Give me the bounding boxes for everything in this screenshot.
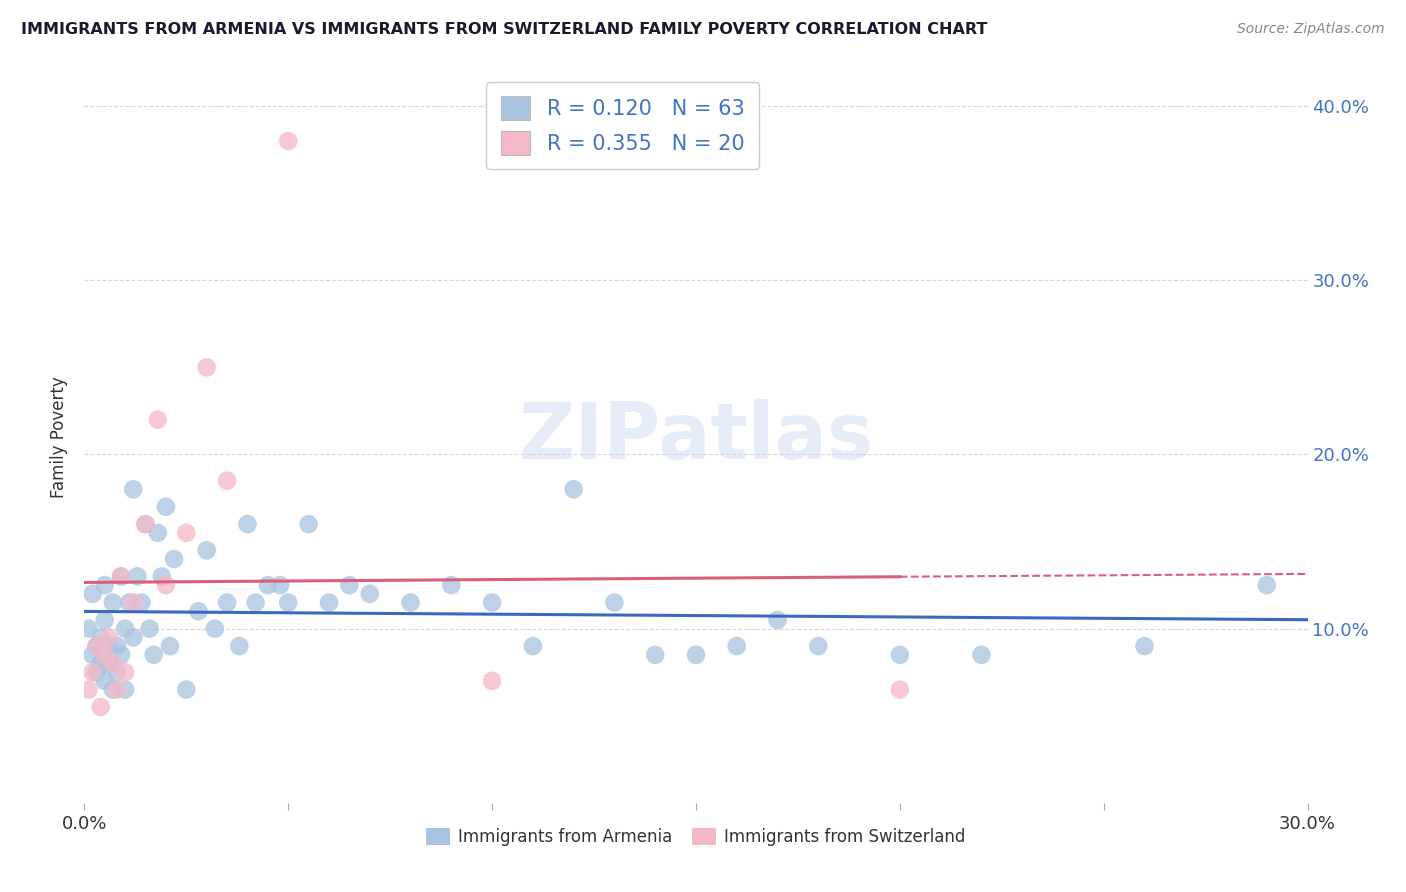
Point [163, 552, 186, 566]
Point [725, 639, 748, 653]
Text: IMMIGRANTS FROM ARMENIA VS IMMIGRANTS FROM SWITZERLAND FAMILY POVERTY CORRELATIO: IMMIGRANTS FROM ARMENIA VS IMMIGRANTS FR… [21, 22, 987, 37]
Point [105, 682, 128, 697]
Point [86, 639, 108, 653]
Point [204, 622, 226, 636]
Point [245, 595, 267, 609]
Point [82, 648, 104, 662]
Text: ZIPatlas: ZIPatlas [519, 399, 873, 475]
Point [889, 682, 911, 697]
Point [277, 595, 299, 609]
Point [807, 639, 830, 653]
Point [766, 613, 789, 627]
Point [86, 665, 108, 680]
Point [114, 682, 136, 697]
Point [122, 631, 145, 645]
Point [127, 569, 149, 583]
Point [228, 639, 250, 653]
Point [257, 578, 280, 592]
Point [339, 578, 361, 592]
Point [122, 595, 145, 609]
Point [522, 639, 544, 653]
Point [481, 673, 503, 688]
Point [93, 578, 115, 592]
Point [105, 665, 128, 680]
Point [101, 595, 124, 609]
Point [90, 700, 112, 714]
Point [1256, 578, 1278, 592]
Point [135, 517, 157, 532]
Point [97, 639, 120, 653]
Point [685, 648, 707, 662]
Point [298, 517, 321, 532]
Point [1133, 639, 1156, 653]
Point [138, 622, 160, 636]
Point [131, 595, 153, 609]
Point [644, 648, 666, 662]
Point [195, 360, 218, 375]
Point [277, 134, 299, 148]
Point [93, 613, 115, 627]
Point [93, 648, 115, 662]
Point [110, 569, 132, 583]
Legend: Immigrants from Armenia, Immigrants from Switzerland: Immigrants from Armenia, Immigrants from… [420, 822, 972, 853]
Point [236, 517, 259, 532]
Point [146, 525, 169, 540]
Point [82, 587, 104, 601]
Point [889, 648, 911, 662]
Point [146, 412, 169, 426]
Point [195, 543, 218, 558]
Point [187, 604, 209, 618]
Point [159, 639, 181, 653]
Point [93, 673, 115, 688]
Point [562, 483, 585, 497]
Point [114, 622, 136, 636]
Point [318, 595, 340, 609]
Point [174, 682, 197, 697]
Point [603, 595, 626, 609]
Point [142, 648, 165, 662]
Point [269, 578, 291, 592]
Point [77, 622, 100, 636]
Point [97, 631, 120, 645]
Point [970, 648, 993, 662]
Point [150, 569, 173, 583]
Point [118, 595, 141, 609]
Point [105, 639, 128, 653]
Point [135, 517, 157, 532]
Point [481, 595, 503, 609]
Point [90, 657, 112, 671]
Point [86, 639, 108, 653]
Point [217, 474, 239, 488]
Point [359, 587, 381, 601]
Point [77, 682, 100, 697]
Text: Source: ZipAtlas.com: Source: ZipAtlas.com [1237, 22, 1385, 37]
Point [101, 682, 124, 697]
Point [90, 631, 112, 645]
Point [110, 569, 132, 583]
Point [155, 500, 177, 514]
Point [440, 578, 463, 592]
Point [97, 657, 120, 671]
Point [174, 525, 197, 540]
Point [114, 665, 136, 680]
Point [399, 595, 422, 609]
Point [110, 648, 132, 662]
Y-axis label: Family Poverty: Family Poverty [51, 376, 69, 498]
Point [155, 578, 177, 592]
Point [122, 483, 145, 497]
Point [101, 657, 124, 671]
Point [82, 665, 104, 680]
Point [217, 595, 239, 609]
